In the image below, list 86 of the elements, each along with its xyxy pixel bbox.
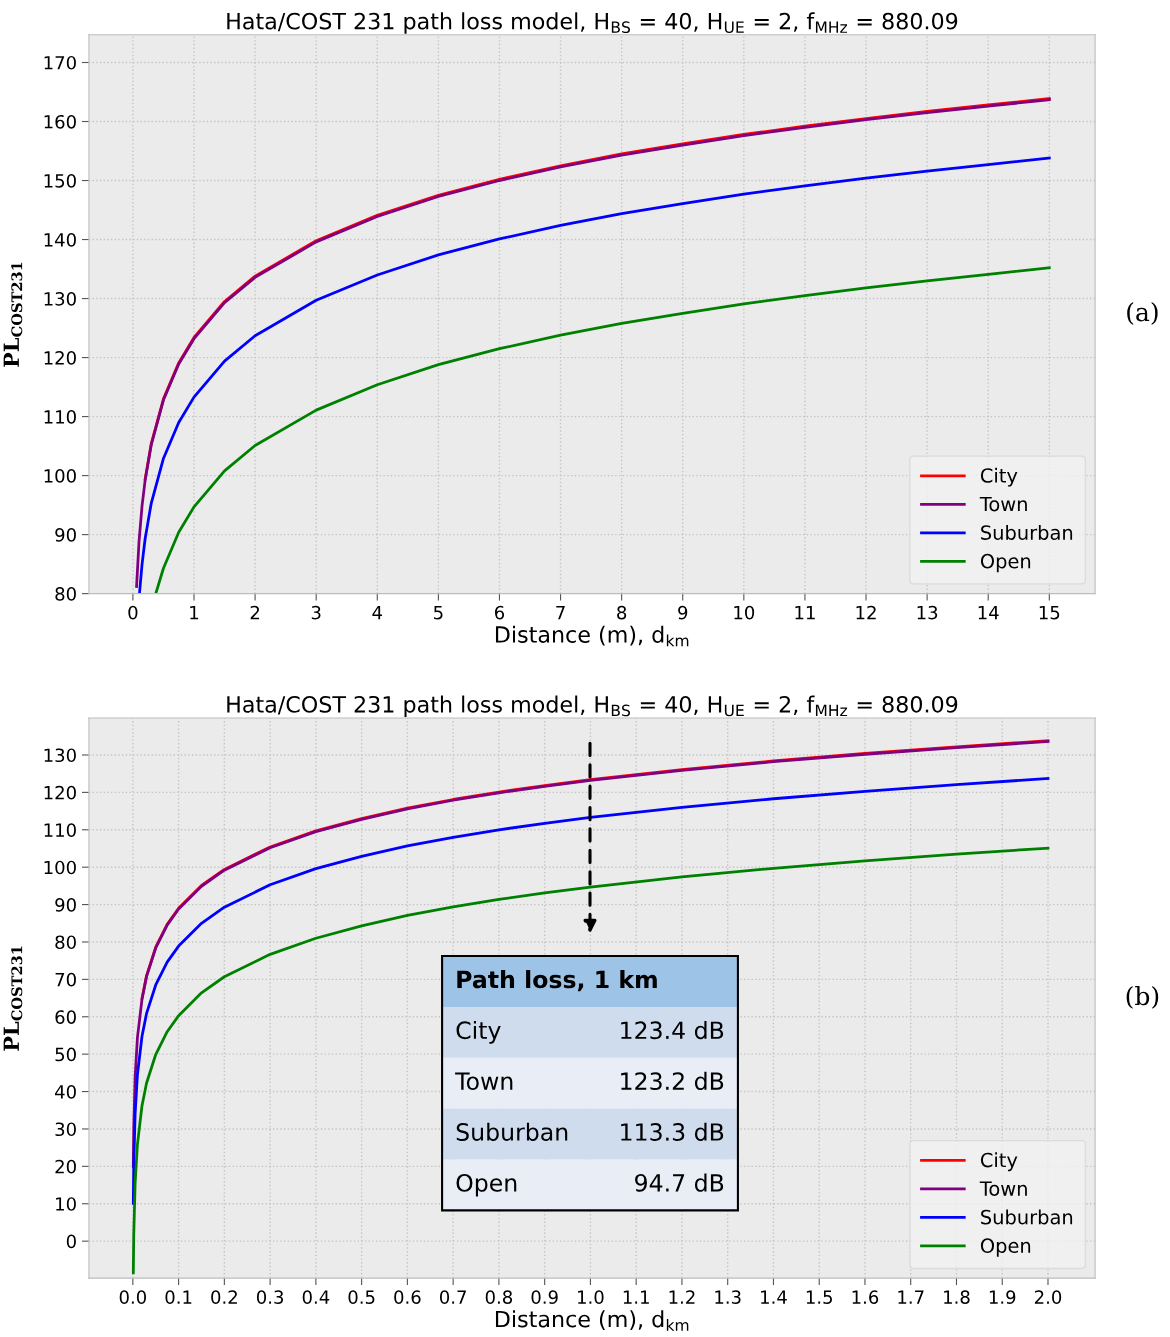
chart-title: Hata/COST 231 path loss model, H$_{BS}$ = 40, H$_{UE}$ = 2, f$_{MHz}$ = 880.09 [227, 695, 958, 718]
x-tick-label: 12 [856, 605, 876, 620]
x-tick-label: 1 [190, 605, 199, 620]
x-tick-label: 11 [795, 605, 815, 620]
y-tick-label: 30 [55, 1122, 76, 1137]
x-tick-label: 13 [917, 605, 938, 620]
x-tick-label: 1.6 [852, 1290, 879, 1304]
x-tick-label: 0.4 [302, 1290, 330, 1304]
x-tick-label: 1.2 [669, 1290, 695, 1304]
x-tick-label: 1.0 [578, 1290, 604, 1304]
x-tick-label: 0.0 [119, 1290, 147, 1304]
x-tick-label: 5 [434, 605, 443, 620]
y-tick-label: 100 [44, 469, 76, 483]
y-tick-label: 60 [55, 1010, 76, 1024]
x-tick-label: 7 [556, 605, 565, 620]
x-tick-label: 1.4 [761, 1290, 787, 1304]
y-tick-label: 90 [55, 528, 76, 542]
y-tick-label: 20 [55, 1159, 76, 1174]
legend-label: Open [980, 553, 1031, 573]
x-tick-label: 0.9 [531, 1290, 558, 1304]
x-tick-label: 2 [250, 605, 260, 620]
x-tick-label: 3 [311, 605, 321, 620]
text: (a) [1127, 302, 1158, 325]
annotation: 123.2 dB [621, 1071, 724, 1091]
y-tick-label: 10 [56, 1197, 76, 1211]
y-tick-label: 130 [44, 748, 76, 763]
chart-title: Hata/COST 231 path loss model, H$_{BS}$ = 40, H$_{UE}$ = 2, f$_{MHz}$ = 880.09 [227, 12, 958, 34]
y-axis-title: PL$_{COST231}$ [3, 946, 23, 1051]
x-tick-label: 0.2 [211, 1290, 237, 1304]
y-tick-label: 140 [44, 233, 76, 247]
y-tick-label: 80 [55, 587, 76, 601]
legend-label: City [980, 1152, 1018, 1172]
x-tick-label: 0.7 [439, 1290, 466, 1304]
x-tick-label: 15 [1039, 605, 1060, 620]
x-tick-label: 0.1 [165, 1290, 192, 1304]
x-tick-label: 9 [678, 605, 688, 620]
y-tick-label: 70 [55, 972, 76, 987]
x-tick-label: 1.1 [623, 1290, 649, 1304]
y-tick-label: 150 [44, 173, 76, 188]
y-tick-label: 120 [44, 785, 76, 800]
annotation: Suburban [456, 1122, 568, 1141]
x-tick-label: 4 [372, 605, 383, 620]
legend-label: City [980, 467, 1018, 487]
legend-label: Town [979, 496, 1027, 512]
x-tick-label: 8 [617, 605, 627, 620]
annotation: Open [456, 1173, 517, 1197]
legend-label: Open [980, 1238, 1031, 1257]
annotation: Path loss, 1 km [457, 970, 657, 992]
y-tick-label: 50 [55, 1047, 76, 1062]
x-tick-label: 0.3 [256, 1290, 284, 1304]
x-tick-label: 0.6 [394, 1290, 421, 1304]
x-tick-label: 14 [978, 605, 999, 620]
x-tick-label: 0.8 [485, 1290, 513, 1304]
x-axis-title: Distance (m), d$_{km}$ [495, 1310, 689, 1331]
x-tick-label: 1.7 [898, 1290, 924, 1304]
annotation: Town [455, 1072, 513, 1091]
y-tick-label: 170 [44, 55, 76, 70]
y-tick-label: 80 [55, 935, 76, 950]
annotation: City [456, 1020, 501, 1044]
x-tick-label: 1.3 [715, 1290, 741, 1304]
annotation: 113.3 dB [621, 1122, 724, 1141]
y-tick-label: 40 [55, 1085, 76, 1099]
x-tick-label: 0 [128, 605, 138, 620]
annotation: 94.7 dB [635, 1173, 724, 1192]
y-tick-label: 110 [44, 823, 76, 837]
y-tick-label: 160 [44, 114, 76, 129]
x-tick-label: 1.9 [989, 1290, 1016, 1304]
y-axis-title: PL$_{COST231}$ [3, 262, 23, 367]
x-tick-label: 10 [734, 605, 755, 620]
legend-label: Suburban [981, 524, 1073, 540]
legend-label: Suburban [981, 1209, 1073, 1225]
x-axis-title: Distance (m), d$_{km}$ [495, 625, 689, 647]
x-tick-label: 0.5 [348, 1290, 375, 1304]
y-tick-label: 100 [44, 860, 76, 875]
y-tick-label: 0 [66, 1234, 76, 1249]
y-tick-label: 110 [44, 410, 76, 424]
y-tick-label: 90 [55, 898, 76, 912]
annotation: 123.4 dB [621, 1020, 724, 1040]
x-tick-label: 1.5 [806, 1290, 832, 1304]
x-tick-label: 2.0 [1034, 1290, 1062, 1304]
y-tick-label: 130 [44, 292, 76, 306]
legend-label: Town [979, 1181, 1027, 1196]
x-tick-label: 6 [494, 605, 505, 620]
text: (b) [1126, 985, 1159, 1009]
x-tick-label: 1.8 [944, 1290, 970, 1304]
y-tick-label: 120 [44, 351, 76, 365]
